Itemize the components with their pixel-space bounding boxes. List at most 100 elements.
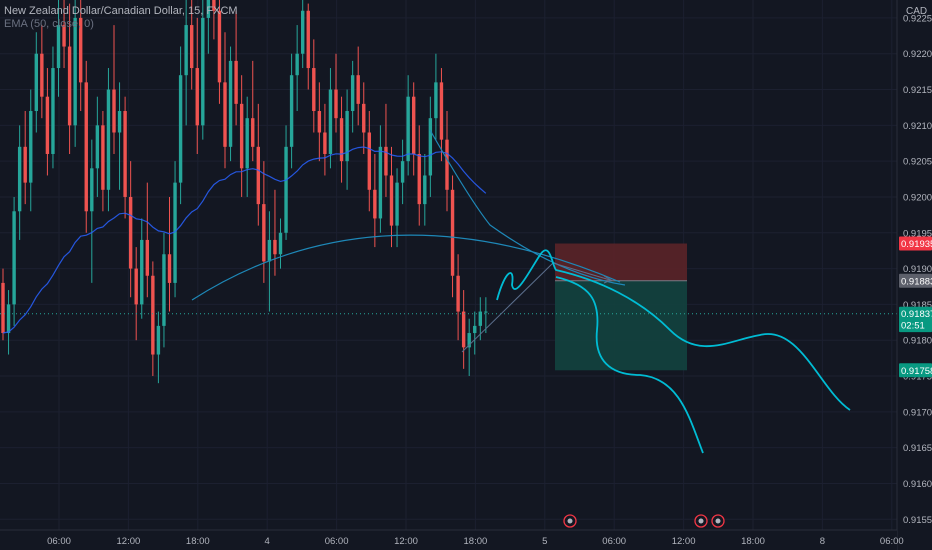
candle-body xyxy=(239,103,244,169)
candle-body xyxy=(439,82,444,140)
candle-body xyxy=(6,304,11,334)
candle-body xyxy=(473,325,477,334)
candle-body xyxy=(51,68,55,154)
event-marker-dot xyxy=(698,518,704,524)
candle-body xyxy=(367,132,371,190)
arrow-head xyxy=(603,275,613,284)
candle-body xyxy=(284,146,288,233)
candle-body xyxy=(217,10,222,83)
currency-label: CAD xyxy=(906,6,927,17)
candle-body xyxy=(140,239,144,305)
candle-body xyxy=(34,53,38,112)
ema-line xyxy=(2,146,487,334)
candle-body xyxy=(384,146,388,176)
candle-body xyxy=(112,89,116,133)
candle-body xyxy=(350,75,355,112)
time-axis[interactable]: 06:00 12:00 18:00 4 06:00 12:00 18:00 5 06:00 12:… xyxy=(0,529,904,550)
trend-line xyxy=(461,262,554,353)
candle-body xyxy=(67,46,72,126)
candle-body xyxy=(56,25,61,69)
time-tick: 12:00 xyxy=(117,536,141,547)
time-tick: 12:00 xyxy=(394,536,418,547)
candle-body xyxy=(128,196,133,269)
chart-legend: New Zealand Dollar/Canadian Dollar, 15, … xyxy=(4,5,238,31)
candle-body xyxy=(167,254,172,283)
event-marker-dot xyxy=(567,518,573,524)
candle-body xyxy=(323,132,327,154)
price-label-text: 02:51 xyxy=(901,321,925,332)
candle-body xyxy=(423,175,427,205)
price-label-box xyxy=(899,363,932,378)
candle-body xyxy=(45,96,50,154)
price-label-text: 0.91837 xyxy=(901,309,932,320)
candle-body xyxy=(278,232,283,255)
candle-body xyxy=(1,282,5,334)
time-tick: 12:00 xyxy=(672,536,696,547)
price-label-text: 0.91935 xyxy=(901,239,932,250)
candle-body xyxy=(156,325,161,355)
candle-body xyxy=(373,189,377,219)
time-tick: 18:00 xyxy=(464,536,488,547)
candle-body xyxy=(73,17,77,126)
position-zones[interactable] xyxy=(555,243,687,371)
candle-body xyxy=(295,53,299,76)
candle-body xyxy=(262,204,266,262)
candle-body xyxy=(301,10,305,54)
time-tick: 5 xyxy=(542,536,547,547)
time-tick: 06:00 xyxy=(325,536,349,547)
price-label-box xyxy=(899,318,932,333)
candle-body xyxy=(445,139,449,190)
candle-body xyxy=(328,89,333,154)
candle-body xyxy=(317,111,322,133)
candle-body xyxy=(29,111,33,183)
candle-body xyxy=(267,239,272,262)
projection-path-a xyxy=(496,249,851,411)
candle-body xyxy=(356,75,360,104)
candle-body xyxy=(345,111,349,162)
candle-body xyxy=(79,17,83,83)
candle-body xyxy=(90,168,94,212)
time-tick: 8 xyxy=(820,536,825,547)
candle-body xyxy=(190,25,194,69)
price-label-text: 0.91883 xyxy=(901,276,932,287)
candle-body xyxy=(184,25,188,76)
candle-body xyxy=(467,333,471,348)
candle-body xyxy=(251,118,255,147)
candle-body xyxy=(101,125,105,190)
candle-body xyxy=(289,75,294,147)
symbol-title: New Zealand Dollar/Canadian Dollar, 15, … xyxy=(4,5,238,17)
ema-legend: EMA (50, close, 0) xyxy=(4,18,94,30)
time-axis-bg xyxy=(0,530,897,550)
candle-body xyxy=(23,146,27,183)
candle-body xyxy=(378,146,383,219)
candlestick-series xyxy=(1,0,488,384)
candle-body xyxy=(195,68,199,126)
candle-body xyxy=(417,153,421,205)
candle-body xyxy=(106,89,111,190)
candle-body xyxy=(406,96,410,162)
candle-body xyxy=(117,111,122,133)
price-label-box xyxy=(899,306,932,321)
candle-body xyxy=(206,0,211,18)
candle-body xyxy=(312,68,316,112)
candle-body xyxy=(484,311,488,313)
candle-body xyxy=(178,75,183,183)
time-tick: 18:00 xyxy=(186,536,210,547)
candle-body xyxy=(151,275,155,355)
candle-body xyxy=(134,268,138,305)
candle-body xyxy=(123,111,127,197)
drawing-layer[interactable] xyxy=(0,129,897,528)
candle-body xyxy=(428,118,433,176)
